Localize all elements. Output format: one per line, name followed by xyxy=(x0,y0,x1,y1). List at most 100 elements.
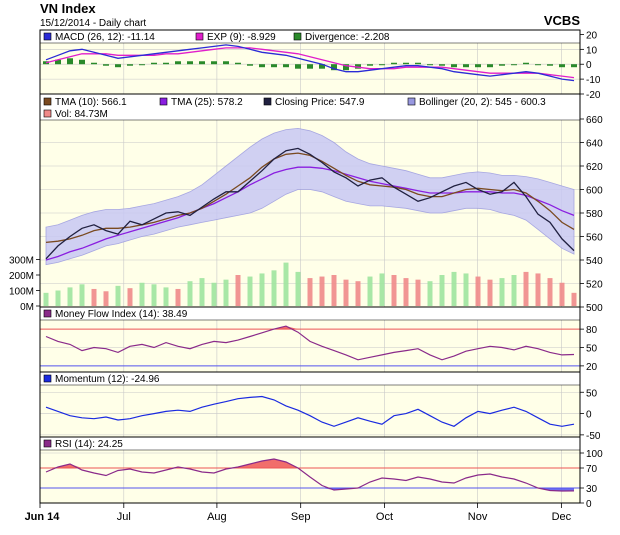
volume-bar-7 xyxy=(127,288,133,306)
divergence-bar-29 xyxy=(391,62,397,65)
chart-subtitle: 15/12/2014 - Daily chart xyxy=(40,18,146,29)
x-tick-label-0: Jun 14 xyxy=(25,511,61,523)
y-tick-label-3: -10 xyxy=(586,75,601,86)
volume-bar-40 xyxy=(523,271,529,306)
x-tick-label-4: Oct xyxy=(376,511,393,523)
volume-bar-36 xyxy=(475,276,481,306)
legend-label-0: Money Flow Index (14): 38.49 xyxy=(55,309,188,320)
divergence-bar-21 xyxy=(295,64,301,69)
series-line xyxy=(45,458,575,492)
price-panel: 660 640 620 600 580 560 540 520 500 300M 200M 100M 0… xyxy=(9,93,603,314)
volume-bar-16 xyxy=(235,275,241,306)
volume-bar-23 xyxy=(319,276,325,306)
y-tick-label-1: 10 xyxy=(586,45,598,56)
volume-bar-9 xyxy=(151,284,157,306)
rsi-panel: 100 70 30 0 RSI (14): 24.25 xyxy=(39,436,603,510)
volume-bar-30 xyxy=(403,278,409,306)
legend-label-1: EXP (9): -8.929 xyxy=(207,32,276,43)
macd-panel: 20 10 0 -10 -20 MACD (26, 12): -11.14 EXP (9):… xyxy=(39,29,601,101)
volume-bar-13 xyxy=(199,278,205,306)
volume-bar-8 xyxy=(139,282,145,306)
volume-bar-3 xyxy=(79,284,85,306)
y-tick-label-6: 540 xyxy=(586,256,603,267)
divergence-bar-42 xyxy=(547,64,553,66)
volume-bar-42 xyxy=(547,278,553,306)
volume-bar-32 xyxy=(427,281,433,306)
volume-bar-29 xyxy=(391,275,397,306)
volume-bar-28 xyxy=(379,273,385,306)
momentum-panel: 50 0 -50 Momentum (12): -24.96 xyxy=(39,371,601,442)
volume-bar-27 xyxy=(367,276,373,306)
y-tick-label-0: 100 xyxy=(586,449,603,460)
y-tick-label-4: -20 xyxy=(586,90,601,101)
x-tick-label-5: Nov xyxy=(468,511,488,523)
volume-bar-0 xyxy=(43,292,49,306)
legend-swatch-0 xyxy=(43,32,52,41)
divergence-bar-11 xyxy=(175,61,181,65)
volume-bar-18 xyxy=(259,273,265,306)
divergence-bar-6 xyxy=(115,64,121,68)
panel-border xyxy=(39,436,581,504)
divergence-bar-5 xyxy=(103,64,109,66)
volume-bar-19 xyxy=(271,270,277,306)
volume-bar-43 xyxy=(559,282,565,306)
volume-bar-6 xyxy=(115,285,121,306)
y-tick-label-1: 640 xyxy=(586,139,603,150)
divergence-bar-28 xyxy=(379,64,385,66)
divergence-bar-18 xyxy=(259,64,265,68)
vol-tick-label-0: 300M xyxy=(9,256,34,267)
divergence-bar-8 xyxy=(139,64,145,66)
volume-bar-24 xyxy=(331,275,337,306)
y-tick-label-2: 620 xyxy=(586,162,603,173)
legend-swatch-2 xyxy=(293,32,302,41)
volume-bar-21 xyxy=(295,271,301,306)
divergence-bar-14 xyxy=(211,61,217,65)
volume-bar-34 xyxy=(451,271,457,306)
series-line xyxy=(45,395,575,427)
volume-bar-22 xyxy=(307,278,313,306)
volume-bar-14 xyxy=(211,282,217,306)
divergence-bar-34 xyxy=(451,64,457,68)
mfi-panel: 80 50 20 Money Flow Index (14): 38.49 xyxy=(39,306,598,373)
divergence-bar-39 xyxy=(511,64,517,66)
divergence-bar-44 xyxy=(571,64,577,68)
divergence-bar-25 xyxy=(343,64,349,71)
divergence-bar-35 xyxy=(463,64,469,68)
y-tick-label-4: 580 xyxy=(586,209,603,220)
legend-swatch-0 xyxy=(43,309,52,318)
y-tick-label-0: 80 xyxy=(586,325,598,336)
y-tick-label-7: 520 xyxy=(586,280,603,291)
divergence-bar-43 xyxy=(559,64,565,68)
volume-bar-38 xyxy=(499,278,505,306)
legend-label-0: MACD (26, 12): -11.14 xyxy=(55,32,155,43)
vol-tick-label-2: 100M xyxy=(9,287,34,298)
divergence-bar-33 xyxy=(439,64,445,66)
divergence-bar-3 xyxy=(79,59,85,65)
legend-swatch-2 xyxy=(263,97,272,106)
divergence-bar-4 xyxy=(91,62,97,65)
legend-label-1: TMA (25): 578.2 xyxy=(171,97,243,108)
legend-label-0: RSI (14): 24.25 xyxy=(55,439,123,450)
x-tick-label-2: Aug xyxy=(207,511,227,523)
volume-bar-11 xyxy=(175,288,181,306)
macd-line xyxy=(45,44,575,82)
legend-swatch-0 xyxy=(43,97,52,106)
volume-bar-20 xyxy=(283,262,289,306)
y-tick-label-5: 560 xyxy=(586,233,603,244)
legend-bg xyxy=(40,437,580,450)
legend-swatch-1 xyxy=(195,32,204,41)
y-tick-label-2: 0 xyxy=(586,60,592,71)
y-tick-label-0: 50 xyxy=(586,388,598,399)
legend-bg xyxy=(40,94,580,120)
volume-bar-17 xyxy=(247,276,253,306)
divergence-bar-27 xyxy=(367,64,373,66)
volume-bar-25 xyxy=(343,279,349,306)
volume-bar-1 xyxy=(55,290,61,306)
legend-bg xyxy=(40,372,580,385)
volume-bar-41 xyxy=(535,273,541,306)
volume-bar-33 xyxy=(439,275,445,306)
legend-swatch-0 xyxy=(43,374,52,383)
legend-label-0: TMA (10): 566.1 xyxy=(55,97,127,108)
series-line xyxy=(45,325,575,361)
volume-bar-12 xyxy=(187,281,193,306)
